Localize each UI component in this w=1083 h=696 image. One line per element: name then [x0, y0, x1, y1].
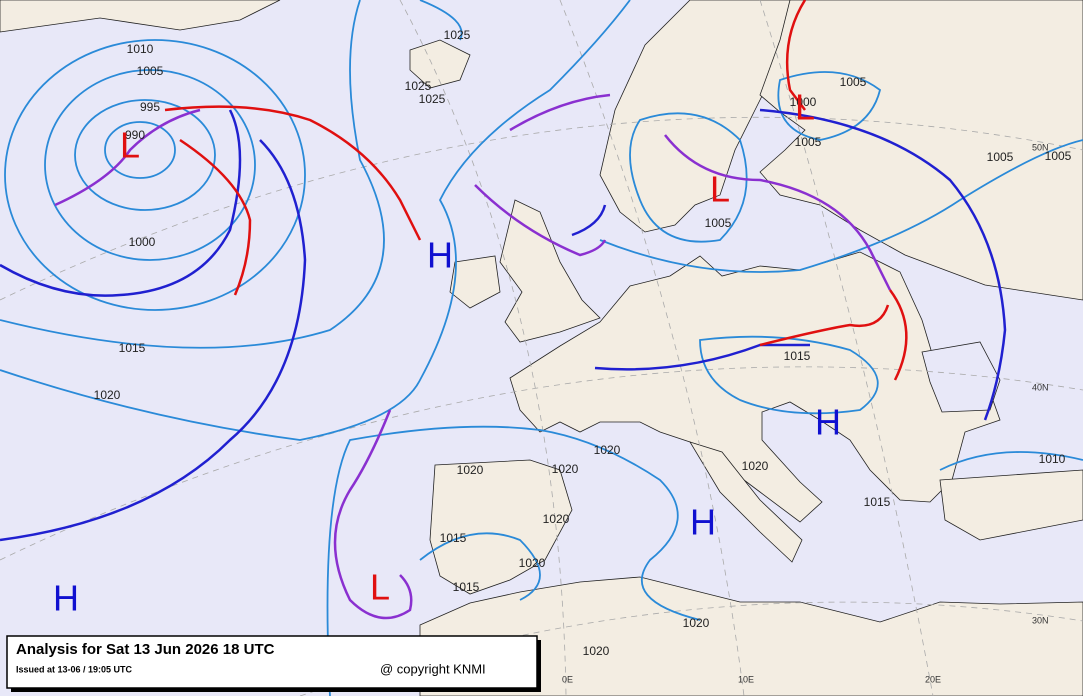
isobar-label: 1000 — [129, 235, 156, 249]
pressure-center: L — [795, 87, 815, 128]
isobar-label: 1010 — [1039, 452, 1066, 466]
pressure-center: L — [370, 567, 390, 608]
pressure-center: H — [690, 502, 716, 543]
isobar-label: 1015 — [440, 531, 467, 545]
isobar-label: 1025 — [419, 92, 446, 106]
pressure-center: H — [815, 402, 841, 443]
isobar-label: 1025 — [405, 79, 432, 93]
pressure-center: H — [427, 235, 453, 276]
isobar-label: 1020 — [543, 512, 570, 526]
graticule-label: 0E — [562, 674, 573, 684]
isobar-label: 1020 — [552, 462, 579, 476]
isobar-label: 1005 — [840, 75, 867, 89]
isobar-label: 1015 — [784, 349, 811, 363]
isobar-label: 1020 — [594, 443, 621, 457]
issued-time: Issued at 13-06 / 19:05 UTC — [16, 664, 133, 674]
pressure-center: L — [710, 169, 730, 210]
isobar-label: 1005 — [137, 64, 164, 78]
legend-box: Analysis for Sat 13 Jun 2026 18 UTC Issu… — [6, 635, 541, 692]
pressure-center: H — [53, 578, 79, 619]
isobar-label: 995 — [140, 100, 160, 114]
labels: 1010100599599010001015102010251025102510… — [53, 28, 1072, 684]
graticule-label: 50N — [1032, 142, 1049, 152]
isobar-label: 990 — [125, 128, 145, 142]
isobar-label: 1020 — [683, 616, 710, 630]
graticule-label: 40N — [1032, 382, 1049, 392]
isobar-label: 1005 — [987, 150, 1014, 164]
isobar-label: 1005 — [705, 216, 732, 230]
graticule-label: 10E — [738, 674, 754, 684]
pressure-center: L — [120, 125, 140, 166]
isobar-label: 1020 — [583, 644, 610, 658]
isobar-label: 1020 — [94, 388, 121, 402]
isobar-label: 1020 — [457, 463, 484, 477]
graticule-label: 30N — [1032, 615, 1049, 625]
isobar-label: 1025 — [444, 28, 471, 42]
isobar-label: 1015 — [864, 495, 891, 509]
isobar-label: 1020 — [519, 556, 546, 570]
isobar-label: 1005 — [795, 135, 822, 149]
isobar-label: 1000 — [790, 95, 817, 109]
isobar-label: 1015 — [119, 341, 146, 355]
isobar-label: 1010 — [127, 42, 154, 56]
graticule-label: 20E — [925, 674, 941, 684]
isobar-label: 1020 — [742, 459, 769, 473]
isobar-label: 1005 — [1045, 149, 1072, 163]
isobar-label: 1015 — [453, 580, 480, 594]
fronts — [0, 0, 1007, 620]
copyright: @ copyright KNMI — [380, 661, 486, 676]
map-title: Analysis for Sat 13 Jun 2026 18 UTC — [16, 641, 275, 658]
